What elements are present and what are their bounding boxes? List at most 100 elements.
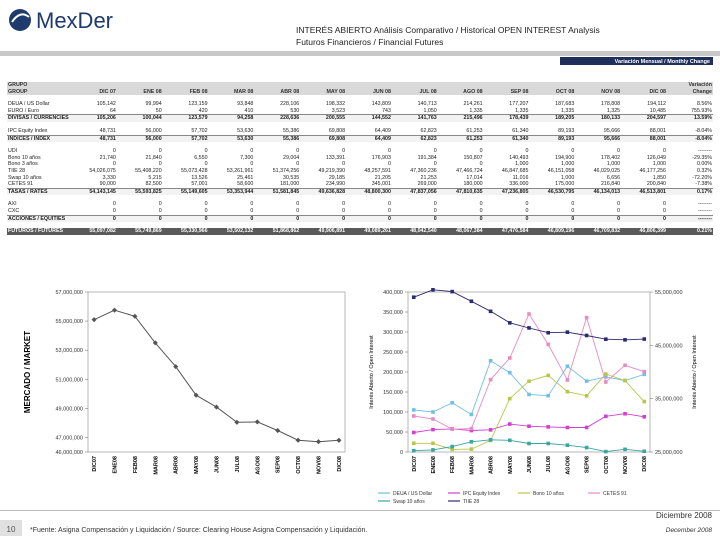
data-row: CETES 91 90,000 82,500 57,001 58,600 181,000 2… — [7, 181, 713, 188]
data-point — [623, 447, 627, 452]
cell: 189,205 — [529, 114, 576, 122]
header-cell — [116, 82, 163, 89]
data-point — [507, 396, 512, 401]
data-point — [584, 394, 589, 398]
cell: 0 — [342, 201, 346, 208]
cell: 10,485 — [649, 107, 666, 114]
cell: 141,763 — [391, 114, 438, 122]
data-point — [565, 330, 570, 334]
row-label: EURO / Euro — [8, 107, 39, 114]
cell: 0 — [296, 148, 300, 155]
cell: 46,809,196 — [529, 228, 576, 235]
row-label: Swap 10 años — [8, 174, 42, 181]
data-point — [604, 449, 608, 454]
cell: 150,807 — [463, 154, 483, 161]
x-tick-label: SEP08 — [276, 456, 282, 473]
cell: 0 — [112, 201, 116, 208]
cell: 0 — [433, 161, 437, 168]
cell: 133,391 — [325, 154, 346, 161]
cell: 0 — [571, 207, 575, 214]
cell: 0 — [387, 201, 391, 208]
cell: 47,476,584 — [483, 228, 530, 235]
cell: 1,335 — [469, 107, 483, 114]
x-tick-label: SEP08 — [585, 456, 591, 473]
cell: 200,555 — [300, 114, 347, 122]
cell: 11,016 — [512, 174, 529, 181]
data-point — [642, 399, 647, 404]
x-tick-label: DIC07 — [412, 456, 418, 472]
data-point — [488, 437, 493, 442]
cell: 0 — [346, 214, 392, 223]
data-point — [565, 364, 570, 369]
data-row: AXI 0 0 0 0 0 0 0 0 0 0 0 0 0 -------- — [7, 201, 713, 208]
cell: 0 — [617, 148, 621, 155]
page-title: INTERÉS ABIERTO Análisis Comparativo / H… — [296, 25, 600, 35]
change-cell: -------- — [697, 148, 712, 155]
data-point — [450, 427, 454, 431]
y-tick-label: 55,000,000 — [55, 319, 83, 325]
plot-frame — [87, 291, 346, 453]
source: *Fuente: Asigna Compensación y Liquidaci… — [30, 527, 367, 534]
change-cell: -72.20% — [692, 174, 712, 181]
header-cell: OCT 08 — [529, 88, 576, 96]
data-point — [91, 317, 97, 323]
cell: 143,809 — [371, 101, 391, 108]
data-point — [642, 372, 647, 377]
cell: 0 — [483, 214, 530, 223]
x-tick-label: MAY08 — [194, 456, 200, 474]
legend-label: Swap 10 años — [393, 499, 425, 505]
x-tick-label: ABR08 — [489, 456, 495, 474]
data-row: CXC 0 0 0 0 0 0 0 0 0 0 0 0 0 -------- — [7, 208, 713, 215]
series-line — [413, 360, 645, 416]
cell: 54,026,075 — [89, 167, 116, 174]
data-point — [450, 289, 454, 294]
legend-label: IPC Equity Index — [463, 491, 501, 497]
change-cell: 0.32% — [696, 167, 712, 174]
cell: 49,089,261 — [346, 228, 392, 235]
header-cell: GRUPO — [7, 82, 71, 89]
cell: 0 — [663, 201, 666, 208]
x-tick-label: MAR08 — [153, 456, 159, 475]
cell: 198,332 — [325, 101, 346, 108]
header-cell: NOV 08 — [575, 88, 622, 96]
cell: 178,439 — [483, 114, 530, 122]
cell: 5,215 — [148, 174, 162, 181]
change-cell: 0.00% — [696, 161, 712, 168]
series-line — [413, 413, 645, 433]
cell: 0 — [663, 148, 666, 155]
cell: 61,340 — [512, 127, 529, 134]
cell: 0 — [296, 201, 300, 208]
data-point — [275, 427, 281, 434]
cell: 61,253 — [466, 127, 483, 134]
cell: 64,409 — [374, 127, 391, 134]
header-cell — [162, 82, 209, 89]
data-point — [604, 380, 608, 384]
cell: 46,530,795 — [529, 187, 576, 196]
cell: 88,001 — [621, 134, 667, 143]
cell: 48,042,540 — [391, 228, 438, 235]
cell: 95,666 — [575, 134, 622, 143]
cell: 58,600 — [237, 181, 254, 188]
cell: 0 — [204, 161, 208, 168]
row-label: ACCIONES / EQUITIES — [7, 214, 71, 223]
cell: 51,581,845 — [254, 187, 301, 196]
header-cell: SEP 08 — [483, 88, 530, 96]
cell: 0 — [112, 161, 116, 168]
cell: 140,493 — [509, 154, 529, 161]
change-cell: -29.35% — [692, 154, 712, 161]
cell: 55,386 — [283, 127, 300, 134]
cell: 0 — [342, 207, 346, 214]
y-tick-label: 49,000,000 — [55, 406, 83, 412]
data-point — [546, 342, 551, 347]
grand-total-row: FUTUROS / FUTURES 55,097,082 55,749,869 55,… — [7, 228, 713, 235]
cell: 48,067,384 — [437, 228, 484, 235]
cell: 69,808 — [328, 127, 346, 134]
x-tick-label: ABR08 — [174, 456, 180, 474]
data-point — [132, 313, 138, 319]
y-tick-label: 0 — [400, 450, 403, 456]
cell: 25,461 — [237, 174, 254, 181]
cell: 62,823 — [391, 134, 438, 143]
cell: 55,386 — [254, 134, 301, 143]
data-point — [584, 333, 589, 338]
row-label: Bono 3 años — [8, 161, 38, 168]
